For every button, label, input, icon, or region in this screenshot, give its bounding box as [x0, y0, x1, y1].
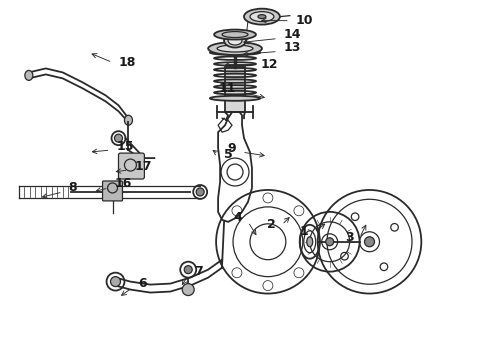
Ellipse shape	[210, 96, 260, 101]
Text: 5: 5	[224, 148, 233, 161]
FancyBboxPatch shape	[119, 153, 145, 179]
Ellipse shape	[244, 9, 280, 24]
Ellipse shape	[228, 36, 242, 45]
Text: 17: 17	[134, 159, 152, 172]
Text: 14: 14	[284, 28, 301, 41]
Ellipse shape	[124, 115, 132, 125]
Circle shape	[111, 276, 121, 287]
Text: 9: 9	[227, 141, 236, 155]
Text: 16: 16	[115, 177, 132, 190]
Text: 6: 6	[138, 277, 147, 290]
Ellipse shape	[217, 45, 253, 52]
Bar	[225, 67, 245, 112]
Circle shape	[365, 237, 374, 247]
Ellipse shape	[250, 12, 274, 22]
Text: 15: 15	[117, 140, 134, 153]
FancyBboxPatch shape	[102, 181, 122, 201]
Ellipse shape	[210, 50, 260, 55]
Ellipse shape	[25, 71, 33, 80]
Circle shape	[196, 188, 204, 196]
Ellipse shape	[214, 30, 256, 40]
Text: 1: 1	[300, 225, 309, 238]
Circle shape	[326, 238, 334, 246]
Text: 12: 12	[261, 58, 278, 71]
Text: 7: 7	[194, 265, 203, 278]
Text: 11: 11	[219, 82, 236, 95]
Text: 13: 13	[284, 41, 301, 54]
Ellipse shape	[208, 42, 262, 55]
Circle shape	[184, 266, 192, 274]
Text: 10: 10	[296, 14, 313, 27]
Ellipse shape	[307, 237, 313, 247]
Ellipse shape	[258, 15, 266, 19]
Ellipse shape	[224, 33, 246, 48]
Text: 18: 18	[119, 56, 136, 69]
Text: 3: 3	[345, 231, 354, 244]
Circle shape	[182, 284, 194, 296]
Text: 4: 4	[233, 211, 242, 224]
Text: 2: 2	[267, 218, 276, 231]
Circle shape	[115, 134, 122, 142]
Text: 8: 8	[69, 181, 77, 194]
